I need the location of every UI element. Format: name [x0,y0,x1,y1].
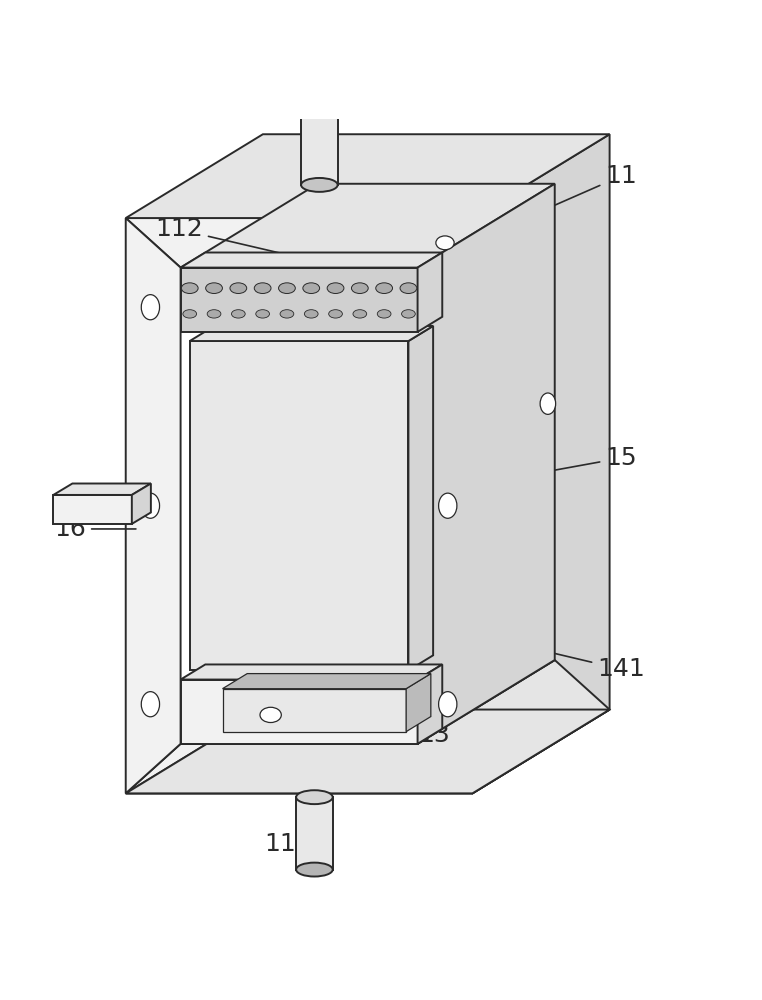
Ellipse shape [181,283,198,293]
Polygon shape [126,710,610,793]
Ellipse shape [439,692,457,717]
Ellipse shape [402,310,415,318]
Ellipse shape [540,393,555,414]
Polygon shape [126,710,610,793]
Ellipse shape [439,493,457,518]
Ellipse shape [183,310,197,318]
Polygon shape [223,674,431,689]
Text: 111: 111 [264,814,325,856]
Ellipse shape [301,178,338,192]
Polygon shape [296,797,333,870]
Text: 15: 15 [498,446,637,480]
Polygon shape [418,218,472,793]
Polygon shape [126,218,181,793]
Ellipse shape [351,283,368,293]
Ellipse shape [141,493,159,518]
Text: 16: 16 [54,517,136,541]
Polygon shape [181,680,418,744]
Polygon shape [181,268,418,332]
Ellipse shape [310,94,329,101]
Ellipse shape [206,283,223,293]
Polygon shape [418,660,610,793]
Polygon shape [53,484,151,495]
Ellipse shape [400,283,417,293]
Polygon shape [181,184,555,268]
Ellipse shape [296,863,333,877]
Ellipse shape [141,692,159,717]
Ellipse shape [376,283,392,293]
Polygon shape [126,134,610,218]
Ellipse shape [436,236,454,250]
Polygon shape [190,326,433,341]
Ellipse shape [296,790,333,804]
Ellipse shape [256,310,270,318]
Text: 141: 141 [521,645,645,681]
Ellipse shape [301,90,338,104]
Polygon shape [418,253,442,332]
Text: 11: 11 [524,164,637,218]
Polygon shape [181,660,555,744]
Ellipse shape [260,707,281,723]
Polygon shape [181,664,442,680]
Polygon shape [418,664,442,744]
Polygon shape [408,326,433,670]
Ellipse shape [232,310,245,318]
Polygon shape [406,674,431,732]
Polygon shape [132,484,151,524]
Polygon shape [181,253,442,268]
Ellipse shape [230,283,247,293]
Ellipse shape [255,283,271,293]
Polygon shape [301,97,338,185]
Polygon shape [223,689,406,732]
Ellipse shape [304,310,318,318]
Polygon shape [53,495,132,524]
Ellipse shape [207,310,221,318]
Text: 13: 13 [376,701,450,747]
Polygon shape [126,744,472,793]
Polygon shape [190,341,408,670]
Polygon shape [472,134,610,793]
Ellipse shape [327,283,344,293]
Ellipse shape [303,283,319,293]
Ellipse shape [353,310,367,318]
Polygon shape [418,184,555,744]
Text: 112: 112 [155,217,290,256]
Ellipse shape [377,310,391,318]
Ellipse shape [328,310,342,318]
Ellipse shape [141,295,159,320]
Ellipse shape [279,283,296,293]
Polygon shape [126,218,472,268]
Ellipse shape [280,310,294,318]
